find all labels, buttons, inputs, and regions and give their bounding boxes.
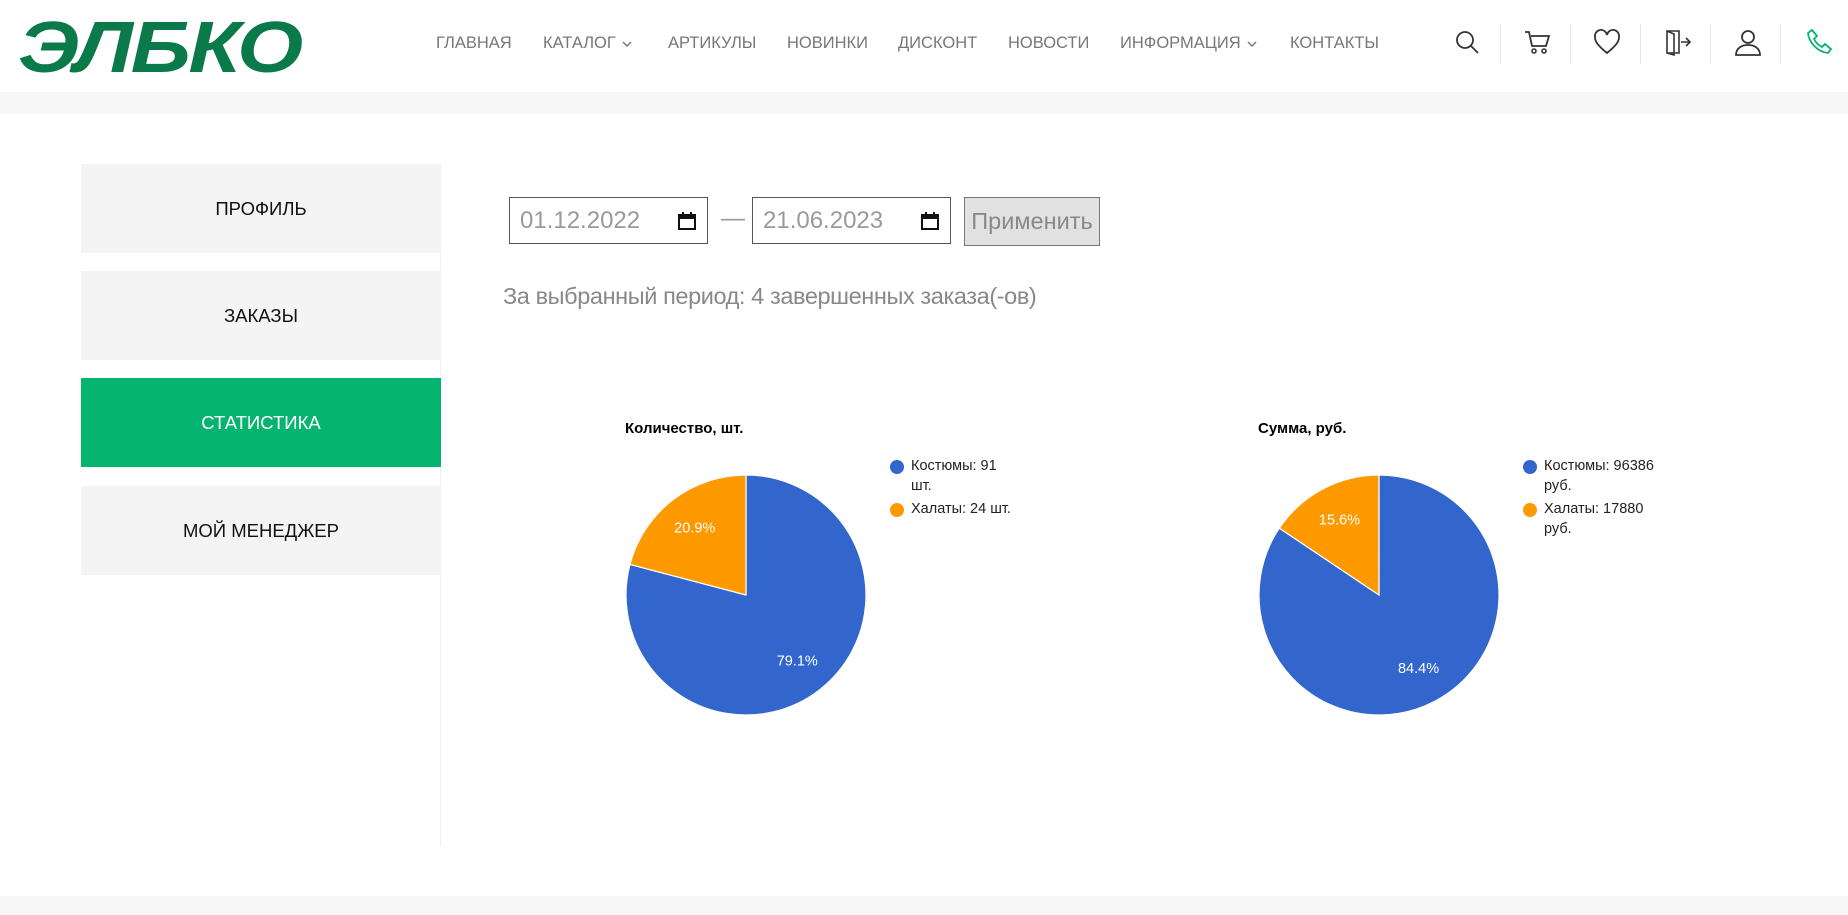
separator [1710,24,1711,64]
band [0,92,1848,114]
chevron-path [1247,40,1257,47]
chevron [1247,40,1257,47]
nav-item[interactable]: ИНФОРМАЦИЯ [1120,34,1259,53]
nav-item[interactable]: НОВИНКИ [787,34,868,53]
date-to[interactable]: 21.06.2023 [752,197,951,244]
summary: За выбранный период: 4 завершенных заказ… [503,283,1037,309]
pie-slice [629,474,747,596]
separator [1640,24,1641,64]
nav-item[interactable]: КАТАЛОГ [543,34,634,53]
slice-label: 20.9% [674,520,715,536]
nav-label: ДИСКОНТ [898,34,978,52]
calendar-icon[interactable] [920,211,940,231]
calendar-icon[interactable] [677,211,697,231]
sidebar-item[interactable]: ЗАКАЗЫ [81,271,441,360]
phone-icon[interactable] [1804,27,1834,57]
search-icon[interactable] [1452,27,1482,57]
date-value: 01.12.2022 [520,206,641,234]
nav-item[interactable]: ГЛАВНАЯ [436,34,512,53]
chevron-path [622,40,632,47]
legend-label: Костюмы: 96386 руб. [1544,458,1654,494]
slice-label: 79.1% [777,653,818,669]
account-icon[interactable] [1733,27,1763,57]
pie-slice [1278,474,1380,597]
legend-label: Халаты: 17880 руб. [1544,501,1644,537]
date-from[interactable]: 01.12.2022 [509,197,708,244]
slice-label: 15.6% [1319,513,1360,529]
separator [1500,24,1501,64]
logout-icon[interactable] [1662,27,1692,57]
sidebar-item[interactable]: ПРОФИЛЬ [81,164,441,253]
nav-label: КОНТАКТЫ [1290,34,1380,52]
nav-item[interactable]: НОВОСТИ [1008,34,1089,53]
nav-label: НОВИНКИ [787,34,869,52]
chart-title: Сумма, руб. [1258,420,1347,437]
date-value: 21.06.2023 [763,206,884,234]
legend-label: Костюмы: 91 шт. [911,458,997,494]
sidebar-item[interactable]: СТАТИСТИКА [81,378,441,467]
nav-item[interactable]: АРТИКУЛЫ [668,34,756,53]
nav-item[interactable]: КОНТАКТЫ [1290,34,1379,53]
legend-marker [1523,460,1537,474]
chart-title: Количество, шт. [625,420,744,437]
legend-marker [890,503,904,517]
cart-icon[interactable] [1522,27,1552,57]
nav-label: КАТАЛОГ [543,34,616,52]
footer [0,896,1848,915]
logo[interactable]: ЭЛБКО [18,8,303,88]
pie-chart: 84.4% 15.6% [1258,474,1500,716]
legend-label: Халаты: 24 шт. [911,501,1011,517]
nav-label: ИНФОРМАЦИЯ [1120,34,1241,52]
nav-label: ГЛАВНАЯ [436,34,512,52]
sidebar-item[interactable]: МОЙ МЕНЕДЖЕР [81,486,441,575]
slice-label: 84.4% [1398,661,1439,677]
pie-chart: 79.1% 20.9% [625,474,867,716]
apply-button[interactable]: Применить [964,197,1100,246]
date-separator: — [721,205,745,232]
separator [1780,24,1781,64]
nav-label: НОВОСТИ [1008,34,1090,52]
nav-label: АРТИКУЛЫ [668,34,757,52]
favorites-icon[interactable] [1592,27,1622,57]
nav-item[interactable]: ДИСКОНТ [898,34,977,53]
legend-marker [890,460,904,474]
chevron [622,40,632,47]
legend-marker [1523,503,1537,517]
pie-slice [1258,474,1500,716]
separator [1570,24,1571,64]
